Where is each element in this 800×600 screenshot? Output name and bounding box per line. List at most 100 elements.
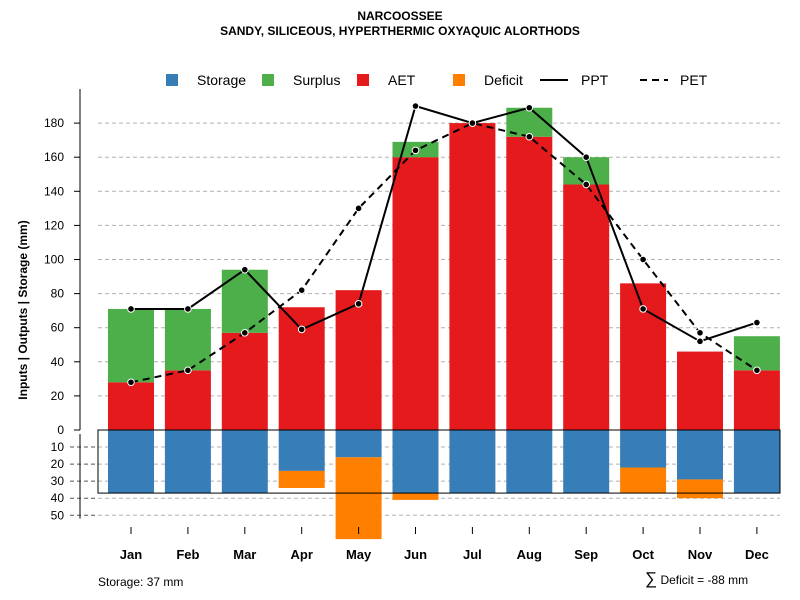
aet-bar-jun bbox=[392, 157, 439, 430]
legend-swatch-deficit bbox=[453, 74, 465, 86]
legend-label-pet: PET bbox=[680, 72, 708, 88]
ppt-point-jun bbox=[411, 102, 420, 110]
storage-bar-may bbox=[335, 430, 382, 458]
pet-point-sep bbox=[582, 180, 591, 189]
y-tick-label-40: 40 bbox=[51, 355, 65, 369]
legend-swatch-aet bbox=[357, 74, 369, 86]
legend-swatch-surplus bbox=[262, 74, 274, 86]
deficit-bar-apr bbox=[278, 470, 325, 488]
y-tick-label-160: 160 bbox=[44, 150, 64, 164]
pet-point-feb bbox=[184, 366, 192, 375]
x-tick-label-oct: Oct bbox=[632, 547, 654, 562]
ppt-point-apr bbox=[297, 325, 306, 334]
aet-bar-sep bbox=[563, 184, 610, 430]
x-tick-label-may: May bbox=[346, 547, 372, 562]
legend-label-surplus: Surplus bbox=[293, 72, 340, 88]
pet-point-dec bbox=[753, 366, 761, 375]
x-tick-label-mar: Mar bbox=[233, 547, 256, 562]
aet-bar-jul bbox=[449, 123, 496, 430]
legend-label-aet: AET bbox=[388, 72, 416, 88]
storage-note: Storage: 37 mm bbox=[98, 575, 184, 589]
storage-bar-mar bbox=[221, 430, 268, 494]
storage-capacity-box bbox=[97, 429, 781, 494]
legend-label-storage: Storage bbox=[197, 72, 246, 88]
x-tick-label-aug: Aug bbox=[517, 547, 542, 562]
pet-point-jan bbox=[127, 378, 135, 387]
storage-bar-oct bbox=[620, 430, 667, 468]
aet-bar-aug bbox=[506, 136, 553, 431]
surplus-bar-feb bbox=[164, 308, 211, 371]
chart-subtitle: SANDY, SILICEOUS, HYPERTHERMIC OXYAQUIC … bbox=[220, 24, 580, 38]
pet-point-jun bbox=[411, 146, 420, 155]
storage-bar-apr bbox=[278, 430, 325, 471]
x-tick-label-apr: Apr bbox=[291, 547, 313, 562]
y-tick-label-180: 180 bbox=[44, 116, 64, 130]
storage-bar-aug bbox=[506, 430, 553, 494]
aet-bar-nov bbox=[677, 351, 723, 430]
pet-line bbox=[130, 122, 758, 384]
y-tick-label-0: 0 bbox=[57, 423, 64, 437]
ppt-point-sep bbox=[582, 153, 591, 161]
x-tick-label-jan: Jan bbox=[120, 547, 142, 562]
deficit-note: ∑ Deficit = -88 mm bbox=[645, 569, 748, 589]
legend-swatch-storage bbox=[166, 74, 178, 86]
x-tick-label-nov: Nov bbox=[688, 547, 713, 562]
legend-label-deficit: Deficit bbox=[484, 72, 523, 88]
ppt-point-nov bbox=[696, 337, 704, 346]
pet-point-aug bbox=[525, 132, 534, 141]
y-tick-label-60: 60 bbox=[51, 321, 65, 335]
ppt-point-aug bbox=[525, 103, 534, 112]
pet-point-mar bbox=[241, 329, 249, 337]
y-tick-label-neg-20: 20 bbox=[51, 457, 65, 471]
ppt-point-dec bbox=[753, 318, 761, 327]
surplus-bar-jan bbox=[108, 308, 154, 383]
x-tick-label-feb: Feb bbox=[176, 547, 199, 562]
ppt-point-mar bbox=[241, 265, 249, 274]
x-tick-label-jun: Jun bbox=[404, 547, 427, 562]
y-tick-label-120: 120 bbox=[44, 218, 64, 232]
surplus-bar-mar bbox=[221, 269, 268, 333]
storage-bar-sep bbox=[563, 430, 610, 494]
y-axis-label: Inputs | Outputs | Storage (mm) bbox=[16, 220, 30, 399]
legend-label-ppt: PPT bbox=[581, 72, 609, 88]
deficit-bar-may bbox=[335, 457, 382, 540]
ppt-line bbox=[131, 104, 758, 343]
storage-bar-dec bbox=[733, 430, 780, 494]
pet-point-nov bbox=[696, 329, 704, 337]
ppt-point-jul bbox=[468, 119, 477, 127]
aet-bar-feb bbox=[164, 370, 211, 430]
pet-point-may bbox=[354, 204, 363, 213]
y-tick-label-neg-40: 40 bbox=[51, 491, 65, 505]
x-tick-label-sep: Sep bbox=[574, 547, 598, 562]
storage-bar-jan bbox=[108, 430, 154, 494]
storage-bar-feb bbox=[164, 430, 211, 494]
pet-point-apr bbox=[297, 286, 306, 294]
storage-bar-nov bbox=[677, 430, 723, 480]
y-tick-label-neg-50: 50 bbox=[51, 508, 65, 522]
y-tick-label-20: 20 bbox=[51, 389, 65, 403]
deficit-total: Deficit = -88 mm bbox=[660, 573, 749, 587]
y-tick-label-140: 140 bbox=[44, 184, 64, 198]
deficit-bar-nov bbox=[677, 479, 723, 499]
y-tick-label-neg-10: 10 bbox=[51, 440, 65, 454]
deficit-bar-jun bbox=[392, 493, 439, 500]
ppt-point-jan bbox=[127, 305, 135, 313]
storage-bar-jun bbox=[392, 430, 439, 494]
ppt-point-may bbox=[354, 300, 363, 308]
aet-bar-jan bbox=[108, 382, 154, 430]
ppt-point-feb bbox=[184, 305, 192, 313]
surplus-bar-dec bbox=[733, 336, 780, 371]
ppt-point-oct bbox=[639, 305, 647, 313]
sum-symbol: ∑ bbox=[645, 569, 658, 588]
pet-point-oct bbox=[639, 255, 647, 264]
storage-bar-jul bbox=[449, 430, 496, 494]
x-tick-label-jul: Jul bbox=[463, 547, 482, 562]
chart-title: NARCOOSSEE bbox=[357, 9, 443, 23]
x-tick-label-dec: Dec bbox=[745, 547, 769, 562]
aet-bar-dec bbox=[733, 370, 780, 430]
y-tick-label-100: 100 bbox=[44, 253, 64, 267]
deficit-bar-oct bbox=[620, 467, 667, 494]
legend: Storage Surplus AET Deficit PPT PET bbox=[166, 72, 708, 88]
aet-bar-mar bbox=[221, 332, 268, 430]
